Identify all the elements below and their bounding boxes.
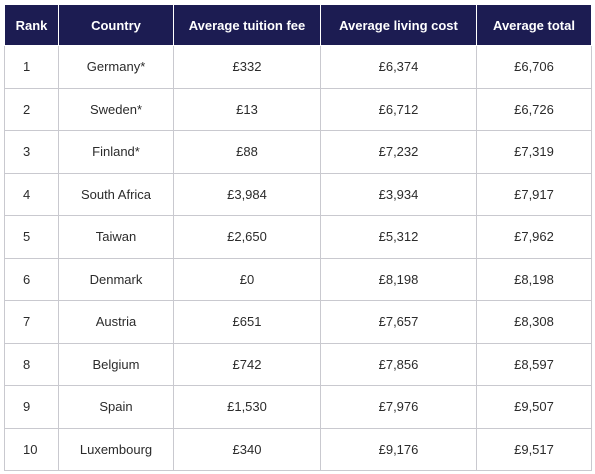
table-row: 3 Finland* £88 £7,232 £7,319 (4, 130, 592, 174)
table-row: 5 Taiwan £2,650 £5,312 £7,962 (4, 215, 592, 259)
rank-cell: 9 (4, 385, 59, 429)
total-cell: £9,507 (476, 385, 592, 429)
table-header: Rank Country Average tuition fee Average… (4, 4, 592, 46)
tuition-fee-cell: £332 (173, 45, 321, 89)
rank-cell: 3 (4, 130, 59, 174)
rank-cell: 4 (4, 172, 59, 216)
country-cell: Luxembourg (58, 427, 174, 471)
total-cell: £8,198 (476, 257, 592, 301)
total-cell: £8,308 (476, 300, 592, 344)
country-cell: Sweden* (58, 87, 174, 131)
header-average-living-cost: Average living cost (320, 4, 477, 46)
living-cost-cell: £7,856 (320, 342, 477, 386)
tuition-fee-cell: £340 (173, 427, 321, 471)
living-cost-cell: £7,232 (320, 130, 477, 174)
living-cost-cell: £7,657 (320, 300, 477, 344)
table-row: 4 South Africa £3,984 £3,934 £7,917 (4, 172, 592, 216)
rank-cell: 8 (4, 342, 59, 386)
table-row: 7 Austria £651 £7,657 £8,308 (4, 300, 592, 344)
country-cell: Austria (58, 300, 174, 344)
country-cell: Denmark (58, 257, 174, 301)
total-cell: £6,726 (476, 87, 592, 131)
rank-cell: 1 (4, 45, 59, 89)
living-cost-cell: £3,934 (320, 172, 477, 216)
total-cell: £7,917 (476, 172, 592, 216)
living-cost-cell: £5,312 (320, 215, 477, 259)
total-cell: £7,319 (476, 130, 592, 174)
living-cost-cell: £7,976 (320, 385, 477, 429)
data-table-container: Rank Country Average tuition fee Average… (4, 4, 592, 471)
country-cell: South Africa (58, 172, 174, 216)
header-country: Country (58, 4, 174, 46)
tuition-fee-cell: £1,530 (173, 385, 321, 429)
living-cost-cell: £9,176 (320, 427, 477, 471)
living-cost-cell: £8,198 (320, 257, 477, 301)
table-row: 8 Belgium £742 £7,856 £8,597 (4, 342, 592, 386)
header-average-total: Average total (476, 4, 592, 46)
total-cell: £6,706 (476, 45, 592, 89)
rank-cell: 2 (4, 87, 59, 131)
tuition-fee-cell: £0 (173, 257, 321, 301)
header-rank: Rank (4, 4, 59, 46)
total-cell: £7,962 (476, 215, 592, 259)
rank-cell: 5 (4, 215, 59, 259)
total-cell: £8,597 (476, 342, 592, 386)
table-row: 10 Luxembourg £340 £9,176 £9,517 (4, 427, 592, 471)
country-cell: Belgium (58, 342, 174, 386)
rank-cell: 7 (4, 300, 59, 344)
table-row: 9 Spain £1,530 £7,976 £9,507 (4, 385, 592, 429)
country-cell: Taiwan (58, 215, 174, 259)
rank-cell: 6 (4, 257, 59, 301)
tuition-fee-cell: £651 (173, 300, 321, 344)
table-row: 1 Germany* £332 £6,374 £6,706 (4, 45, 592, 89)
table-row: 2 Sweden* £13 £6,712 £6,726 (4, 87, 592, 131)
data-table: Rank Country Average tuition fee Average… (4, 4, 592, 471)
country-cell: Germany* (58, 45, 174, 89)
tuition-fee-cell: £742 (173, 342, 321, 386)
living-cost-cell: £6,712 (320, 87, 477, 131)
header-row: Rank Country Average tuition fee Average… (4, 4, 592, 46)
tuition-fee-cell: £13 (173, 87, 321, 131)
tuition-fee-cell: £2,650 (173, 215, 321, 259)
country-cell: Spain (58, 385, 174, 429)
table-body: 1 Germany* £332 £6,374 £6,706 2 Sweden* £13 £6,7… (4, 45, 592, 471)
header-average-tuition-fee: Average tuition fee (173, 4, 321, 46)
tuition-fee-cell: £88 (173, 130, 321, 174)
tuition-fee-cell: £3,984 (173, 172, 321, 216)
total-cell: £9,517 (476, 427, 592, 471)
table-row: 6 Denmark £0 £8,198 £8,198 (4, 257, 592, 301)
country-cell: Finland* (58, 130, 174, 174)
living-cost-cell: £6,374 (320, 45, 477, 89)
rank-cell: 10 (4, 427, 59, 471)
